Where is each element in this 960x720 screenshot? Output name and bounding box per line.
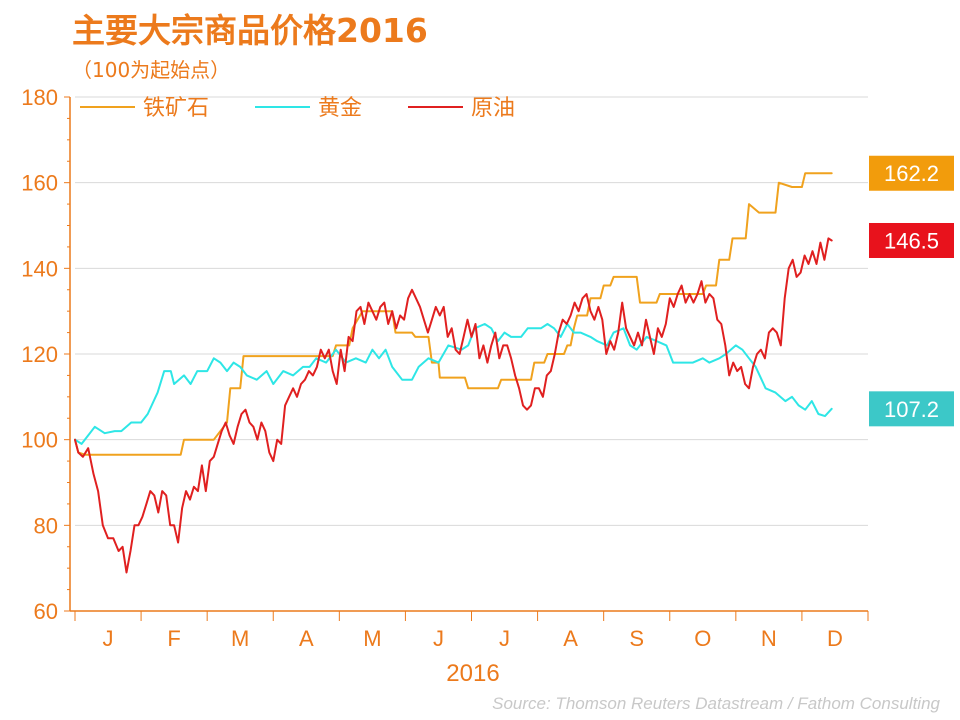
series-line bbox=[74, 172, 833, 456]
axes: 60 80 100 120 140 160 180 J F M A M J J A S O N D bbox=[21, 85, 869, 651]
series-line bbox=[74, 323, 833, 445]
legend-label: 黄金 bbox=[318, 96, 362, 121]
y-tick-label: 180 bbox=[21, 85, 58, 110]
x-tick-label: S bbox=[629, 626, 644, 651]
end-label-box bbox=[869, 222, 954, 258]
y-tick-label: 60 bbox=[34, 599, 58, 624]
x-tick-label: F bbox=[167, 626, 180, 651]
legend-label: 铁矿石 bbox=[143, 96, 209, 121]
chart-subtitle: （100为起始点） bbox=[72, 58, 231, 82]
x-axis-title: 2016 bbox=[446, 660, 499, 687]
end-label-box bbox=[869, 155, 954, 191]
x-tick-label: N bbox=[761, 626, 777, 651]
x-tick-label: J bbox=[103, 626, 114, 651]
y-tick-label: 80 bbox=[34, 513, 58, 538]
y-tick-label: 140 bbox=[21, 256, 58, 281]
end-label-value: 107.2 bbox=[884, 397, 939, 422]
end-value-labels: 162.2 107.2 146.5 bbox=[869, 155, 954, 427]
gridlines bbox=[75, 96, 868, 526]
y-tick-label: 120 bbox=[21, 342, 58, 367]
y-tick-label: 160 bbox=[21, 171, 58, 196]
x-tick-label: D bbox=[827, 626, 843, 651]
legend-label: 原油 bbox=[471, 96, 515, 121]
x-tick-label: A bbox=[563, 626, 578, 651]
x-tick-label: M bbox=[231, 626, 249, 651]
x-tick-label: A bbox=[299, 626, 314, 651]
y-tick-label: 100 bbox=[21, 428, 58, 453]
x-tick-label: O bbox=[694, 626, 711, 651]
series-lines bbox=[74, 172, 833, 574]
x-tick-label: J bbox=[499, 626, 510, 651]
end-label-value: 146.5 bbox=[884, 228, 939, 253]
source-note: Source: Thomson Reuters Datastream / Fat… bbox=[492, 694, 940, 713]
series-line bbox=[74, 237, 833, 574]
legend: 铁矿石 黄金 原油 bbox=[80, 96, 515, 121]
chart-title: 主要大宗商品价格2016 bbox=[72, 11, 428, 50]
end-label-box bbox=[869, 391, 954, 427]
x-tick-label: M bbox=[363, 626, 381, 651]
end-label-value: 162.2 bbox=[884, 161, 939, 186]
x-tick-label: J bbox=[433, 626, 444, 651]
